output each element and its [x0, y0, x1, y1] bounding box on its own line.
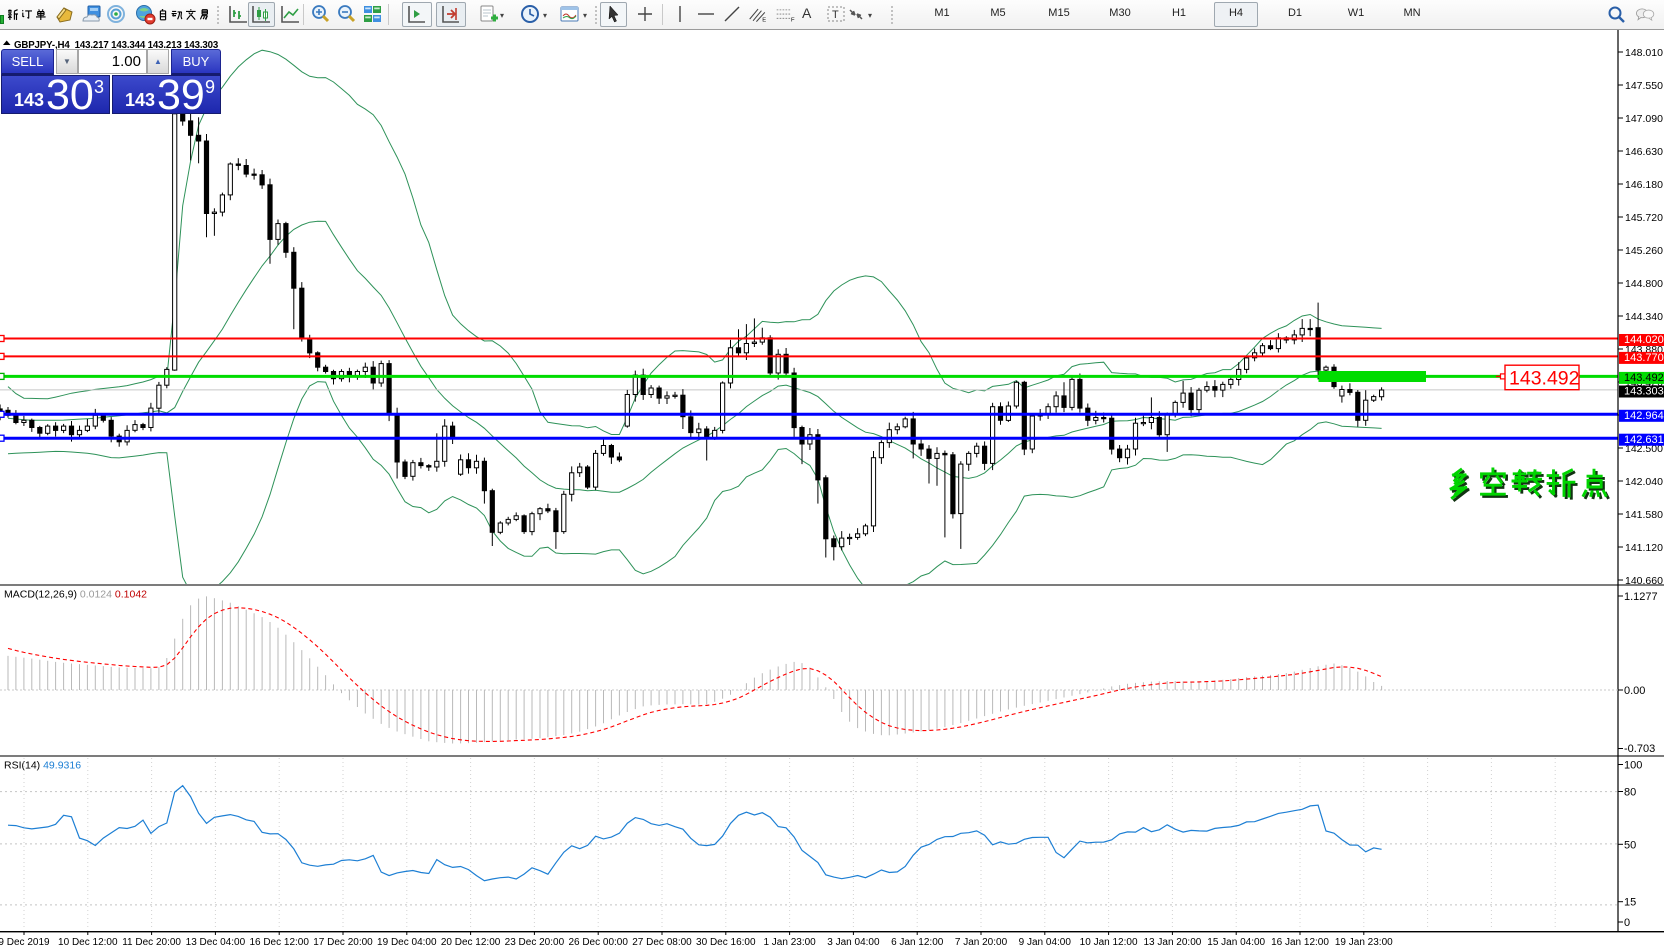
- svg-text:9 Dec 2019: 9 Dec 2019: [0, 937, 50, 948]
- svg-text:T: T: [832, 9, 839, 21]
- svg-text:11 Dec 20:00: 11 Dec 20:00: [122, 937, 181, 948]
- svg-text:148.010: 148.010: [1625, 47, 1663, 59]
- svg-text:20 Dec 12:00: 20 Dec 12:00: [441, 937, 501, 948]
- svg-text:3 Jan 04:00: 3 Jan 04:00: [827, 937, 880, 948]
- svg-text:16 Dec 12:00: 16 Dec 12:00: [249, 937, 309, 948]
- svg-text:147.550: 147.550: [1625, 80, 1663, 92]
- svg-text:19 Dec 04:00: 19 Dec 04:00: [377, 937, 437, 948]
- svg-text:17 Dec 20:00: 17 Dec 20:00: [313, 937, 373, 948]
- svg-text:141.580: 141.580: [1625, 509, 1663, 521]
- svg-text:100: 100: [1624, 760, 1642, 772]
- svg-text:F: F: [791, 18, 795, 24]
- svg-text:13 Jan 20:00: 13 Jan 20:00: [1143, 937, 1201, 948]
- svg-text:27 Dec 08:00: 27 Dec 08:00: [632, 937, 692, 948]
- svg-text:10 Jan 12:00: 10 Jan 12:00: [1080, 937, 1138, 948]
- svg-text:144.020: 144.020: [1624, 334, 1664, 346]
- svg-text:1.1277: 1.1277: [1624, 591, 1658, 603]
- svg-text:142.040: 142.040: [1625, 476, 1663, 488]
- svg-text:141.120: 141.120: [1625, 542, 1663, 554]
- svg-text:146.630: 146.630: [1625, 146, 1663, 158]
- svg-text:0: 0: [1624, 917, 1630, 929]
- svg-text:143.770: 143.770: [1624, 352, 1664, 364]
- svg-text:16 Jan 12:00: 16 Jan 12:00: [1271, 937, 1329, 948]
- svg-text:143.303: 143.303: [1624, 386, 1664, 398]
- svg-text:E: E: [762, 18, 766, 24]
- svg-text:30 Dec 16:00: 30 Dec 16:00: [696, 937, 756, 948]
- svg-text:142.631: 142.631: [1624, 434, 1664, 446]
- svg-text:145.260: 145.260: [1625, 245, 1663, 257]
- svg-text:15: 15: [1624, 897, 1636, 909]
- svg-text:6 Jan 12:00: 6 Jan 12:00: [891, 937, 944, 948]
- svg-text:13 Dec 04:00: 13 Dec 04:00: [186, 937, 246, 948]
- svg-text:144.800: 144.800: [1625, 278, 1663, 290]
- svg-text:140.660: 140.660: [1625, 575, 1663, 587]
- svg-text:143.492: 143.492: [1509, 368, 1580, 390]
- svg-text:GBPJPY-,H4 143.217 143.344 14: GBPJPY-,H4 143.217 143.344 143.213 143.3…: [14, 40, 219, 51]
- svg-text:MACD(12,26,9) 0.0124 0.1042: MACD(12,26,9) 0.0124 0.1042: [4, 589, 147, 601]
- svg-text:142.964: 142.964: [1624, 410, 1664, 422]
- svg-text:142.500: 142.500: [1625, 443, 1663, 455]
- svg-text:144.340: 144.340: [1625, 311, 1663, 323]
- svg-text:9 Jan 04:00: 9 Jan 04:00: [1019, 937, 1072, 948]
- svg-text:RSI(14) 49.9316: RSI(14) 49.9316: [4, 760, 81, 772]
- svg-text:50: 50: [1624, 839, 1636, 851]
- svg-text:-0.703: -0.703: [1624, 743, 1655, 755]
- svg-text:23 Dec 20:00: 23 Dec 20:00: [505, 937, 565, 948]
- svg-text:0.00: 0.00: [1624, 685, 1645, 697]
- svg-text:15 Jan 04:00: 15 Jan 04:00: [1207, 937, 1265, 948]
- svg-text:1 Jan 23:00: 1 Jan 23:00: [763, 937, 816, 948]
- svg-text:7 Jan 20:00: 7 Jan 20:00: [955, 937, 1008, 948]
- svg-text:19 Jan 23:00: 19 Jan 23:00: [1335, 937, 1393, 948]
- svg-text:145.720: 145.720: [1625, 212, 1663, 224]
- svg-text:80: 80: [1624, 787, 1636, 799]
- svg-text:10 Dec 12:00: 10 Dec 12:00: [58, 937, 118, 948]
- svg-text:147.090: 147.090: [1625, 113, 1663, 125]
- svg-text:143.492: 143.492: [1624, 372, 1664, 384]
- svg-text:26 Dec 00:00: 26 Dec 00:00: [568, 937, 628, 948]
- svg-text:146.180: 146.180: [1625, 179, 1663, 191]
